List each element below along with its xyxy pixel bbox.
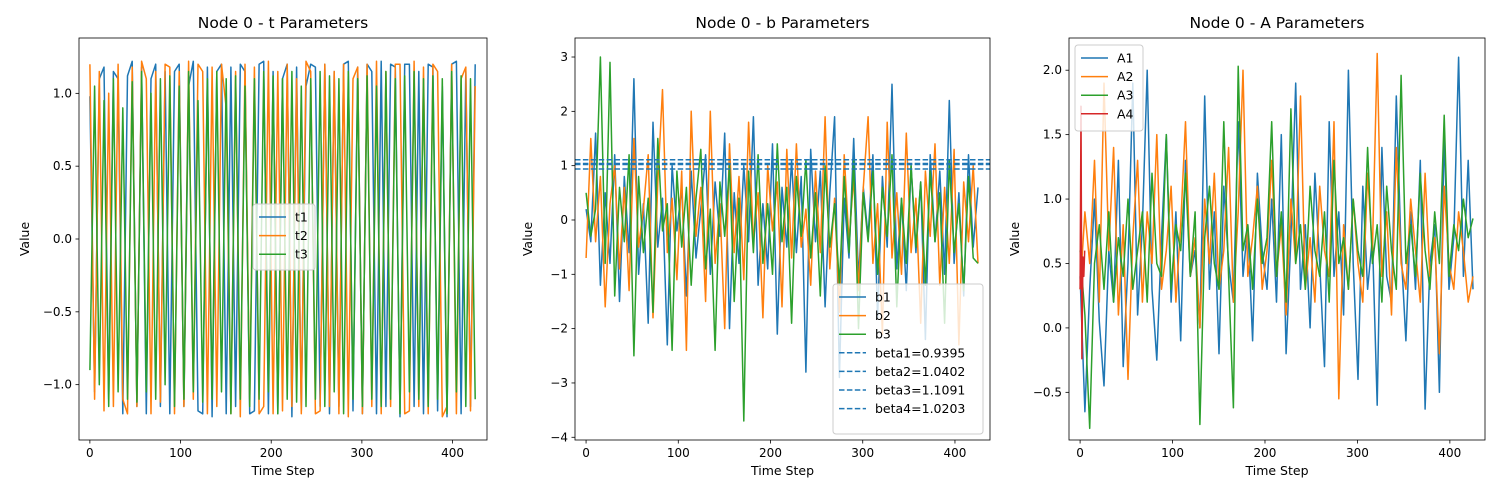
x-tick-label: 400 [441, 446, 464, 460]
legend-label: beta4=1.0203 [875, 401, 965, 416]
x-tick-label: 300 [350, 446, 373, 460]
legend-label: beta2=1.0402 [875, 364, 965, 379]
y-tick-label: 1 [560, 159, 568, 173]
plot-area [1079, 52, 1474, 430]
series-line-t3 [89, 70, 476, 415]
y-tick-label: 3 [560, 50, 568, 64]
y-tick-label: −0.5 [43, 305, 72, 319]
y-tick-label: −4 [550, 430, 568, 444]
legend-box [832, 283, 984, 435]
legend: b1 b2 b3 beta1=0.9395 beta2=1.0402 beta3=1.10… [832, 283, 984, 435]
legend-label: b2 [875, 308, 891, 323]
x-tick-label: 100 [1161, 446, 1184, 460]
x-tick-label: 300 [1346, 446, 1369, 460]
axes-frame [1068, 37, 1486, 441]
y-axis-label: Value [1007, 222, 1022, 257]
x-tick-label: 100 [667, 446, 690, 460]
legend-label: beta1=0.9395 [875, 345, 965, 360]
legend-label: b1 [875, 290, 891, 305]
legend: A1 A2 A3 A4 [1074, 44, 1144, 132]
y-tick-label: −0.5 [1033, 385, 1062, 399]
chart-panel-1: 0 100 200 300 400 −1.0 −0.5 0.0 0.5 1.0 Node 0 - t… [17, 14, 488, 478]
series-line-A3 [1079, 65, 1474, 430]
x-axis-label: Time Step [1244, 463, 1308, 478]
legend-box [1074, 44, 1144, 132]
chart-title: Node 0 - A Parameters [1190, 14, 1365, 32]
y-tick-label: 0.5 [53, 159, 72, 173]
series-line-b3 [585, 56, 979, 422]
y-tick-label: 2.0 [1043, 63, 1062, 77]
y-tick-label: 2 [560, 104, 568, 118]
x-tick-label: 0 [1076, 446, 1084, 460]
y-tick-label: 1.5 [1043, 128, 1062, 142]
plot-area [575, 56, 990, 422]
legend-label: A2 [1117, 69, 1134, 84]
series-line-A4 [1079, 105, 1086, 360]
x-axis-label: Time Step [750, 463, 814, 478]
legend-label: A4 [1117, 106, 1134, 121]
y-tick-label: 0 [560, 213, 568, 227]
axes-frame [574, 37, 991, 441]
y-tick-label: 1.0 [1043, 192, 1062, 206]
y-tick-label: 0.0 [1043, 321, 1062, 335]
legend-label: t2 [295, 228, 308, 243]
y-axis-label: Value [520, 222, 535, 257]
chart-panel-2: 0 100 200 300 400 −4 −3 −2 −1 0 1 2 3 Node 0 - b Para… [520, 14, 991, 478]
x-axis-label: Time Step [250, 463, 314, 478]
y-tick-label: −2 [550, 322, 568, 336]
y-tick-label: 0.0 [53, 232, 72, 246]
y-tick-label: −1.0 [43, 378, 72, 392]
y-tick-label: 0.5 [1043, 256, 1062, 270]
y-tick-label: 1.0 [53, 86, 72, 100]
plot-area [89, 60, 476, 418]
x-tick-label: 0 [582, 446, 590, 460]
chart-title: Node 0 - b Parameters [695, 14, 869, 32]
chart-title: Node 0 - t Parameters [198, 14, 368, 32]
legend-label: t3 [295, 247, 308, 262]
legend-label: A1 [1117, 51, 1134, 66]
legend-label: beta3=1.1091 [875, 383, 965, 398]
series-line-A1 [1079, 56, 1474, 413]
x-tick-label: 100 [169, 446, 192, 460]
x-tick-label: 400 [1438, 446, 1461, 460]
legend-label: A3 [1117, 88, 1134, 103]
legend-label: b3 [875, 327, 891, 342]
x-tick-label: 0 [86, 446, 94, 460]
y-tick-label: −3 [550, 376, 568, 390]
chart-panel-3: 0 100 200 300 400 −0.5 0.0 0.5 1.0 1.5 2.0 Node 0 -… [1007, 14, 1486, 478]
x-tick-label: 400 [944, 446, 967, 460]
x-tick-label: 200 [1254, 446, 1277, 460]
x-tick-label: 200 [759, 446, 782, 460]
x-tick-label: 300 [851, 446, 874, 460]
y-axis-label: Value [17, 222, 32, 257]
y-tick-label: −1 [550, 267, 568, 281]
x-tick-label: 200 [260, 446, 283, 460]
legend-label: t1 [295, 210, 308, 225]
legend: t1 t2 t3 [252, 203, 316, 271]
